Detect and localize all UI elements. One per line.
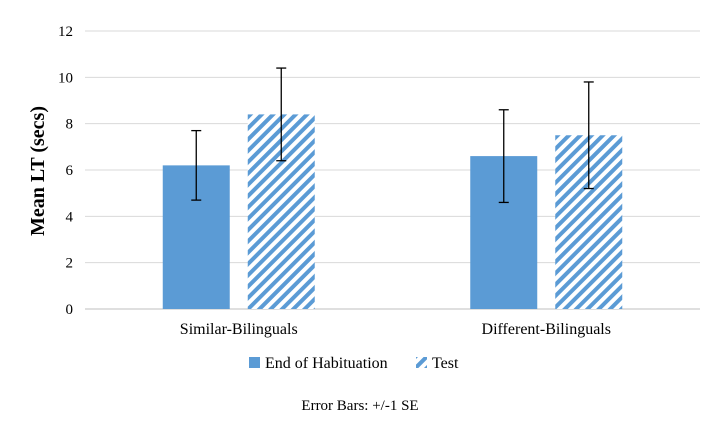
- error-bars-note: Error Bars: +/-1 SE: [301, 398, 418, 414]
- bars: [162, 114, 623, 310]
- legend-swatch-end-of-habituation: [249, 357, 260, 368]
- y-tick-label: 0: [66, 302, 74, 318]
- x-category-label: Similar-Bilinguals: [180, 321, 298, 338]
- error-bar: [498, 109, 509, 204]
- error-bars: [191, 67, 594, 204]
- error-bar: [276, 67, 287, 162]
- legend-label-end-of-habituation: End of Habituation: [265, 355, 388, 372]
- error-bar: [583, 81, 594, 190]
- legend-label-test: Test: [432, 355, 459, 372]
- y-tick-label: 2: [66, 256, 74, 272]
- error-bar: [191, 129, 202, 201]
- y-tick-label: 4: [66, 209, 74, 225]
- legend-swatch-test: [416, 357, 427, 368]
- y-axis-label: Mean LT (secs): [27, 106, 49, 236]
- y-tick-label: 12: [58, 24, 73, 40]
- y-tick-label: 6: [66, 163, 74, 179]
- y-tick-label: 8: [66, 117, 74, 133]
- y-tick-label: 10: [58, 70, 73, 86]
- x-axis-categories: Similar-Bilinguals Different-Bilinguals: [180, 321, 611, 338]
- legend: End of Habituation Test: [249, 355, 459, 372]
- y-axis-ticks: 0 2 4 6 8 10 12: [58, 24, 74, 318]
- x-category-label: Different-Bilinguals: [482, 321, 611, 338]
